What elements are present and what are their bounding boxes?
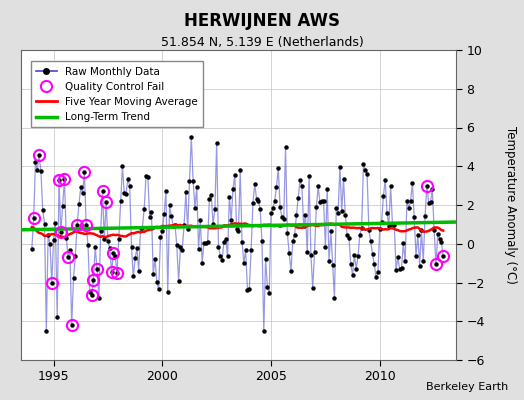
Y-axis label: Temperature Anomaly (°C): Temperature Anomaly (°C) [504,126,517,284]
Text: HERWIJNEN AWS: HERWIJNEN AWS [184,12,340,30]
Legend: Raw Monthly Data, Quality Control Fail, Five Year Moving Average, Long-Term Tren: Raw Monthly Data, Quality Control Fail, … [30,62,203,128]
Text: 51.854 N, 5.139 E (Netherlands): 51.854 N, 5.139 E (Netherlands) [161,36,363,49]
Text: Berkeley Earth: Berkeley Earth [426,382,508,392]
